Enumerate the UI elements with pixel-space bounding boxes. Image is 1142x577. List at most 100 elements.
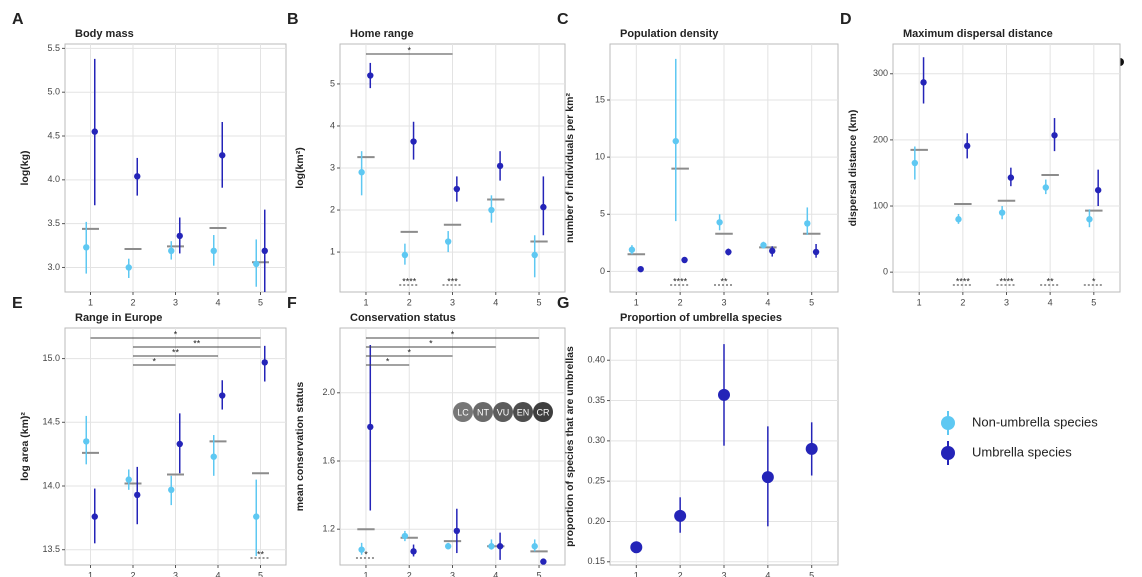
status-label: CR — [537, 407, 550, 417]
bracket-label: ** — [172, 347, 180, 357]
point — [769, 247, 776, 255]
point — [674, 509, 687, 522]
point — [760, 241, 767, 249]
x-tick-label: 5 — [537, 297, 542, 307]
x-tick-label: 5 — [258, 297, 263, 307]
status-label: LC — [457, 407, 469, 417]
y-tick-label: 3.5 — [47, 218, 60, 228]
y-tick-label: 0.40 — [587, 355, 605, 365]
point — [358, 169, 365, 176]
x-tick-label: 3 — [721, 297, 726, 307]
point — [964, 142, 971, 150]
within-stars: * — [1092, 276, 1096, 286]
y-tick-label: 2.0 — [322, 387, 335, 397]
x-tick-label: 1 — [88, 570, 93, 577]
x-tick-label: 5 — [258, 570, 263, 577]
legend-swatch — [941, 416, 955, 430]
status-label: VU — [497, 407, 510, 417]
within-stars: **** — [956, 276, 971, 286]
y-tick-label: 1.6 — [322, 455, 335, 465]
point — [410, 548, 417, 555]
panel: F Conservation status mean conservation st… — [287, 295, 566, 577]
within-stars: * — [364, 549, 368, 559]
point — [176, 232, 183, 240]
point — [367, 72, 374, 79]
y-tick-label: 0.15 — [587, 556, 605, 566]
point — [1086, 216, 1093, 223]
bracket-label: * — [451, 329, 455, 339]
point — [444, 238, 452, 245]
y-tick-label: 4 — [330, 120, 335, 130]
point — [637, 265, 644, 273]
y-axis-label: mean conservation status — [294, 382, 306, 512]
point — [911, 159, 919, 167]
y-tick-label: 5.0 — [47, 87, 60, 97]
point — [1042, 184, 1049, 191]
status-icon — [533, 402, 553, 422]
within-stars: ** — [1047, 276, 1055, 286]
x-tick-label: 5 — [809, 297, 814, 307]
x-tick-label: 1 — [917, 297, 922, 307]
x-tick-label: 1 — [634, 297, 639, 307]
within-stars: ** — [257, 549, 265, 559]
y-tick-label: 0.35 — [587, 395, 605, 405]
point — [367, 423, 374, 431]
bracket-label: * — [407, 45, 411, 55]
point — [168, 247, 175, 255]
x-tick-label: 3 — [450, 570, 455, 577]
x-tick-label: 4 — [493, 570, 498, 577]
point — [488, 206, 495, 214]
point — [219, 392, 226, 399]
point — [630, 541, 643, 554]
y-tick-label: 2 — [330, 204, 335, 214]
panel: C Population density number of individuals… — [557, 11, 839, 307]
y-tick-label: 200 — [873, 134, 888, 144]
point — [134, 491, 141, 499]
x-tick-label: 4 — [215, 570, 220, 577]
y-tick-label: 0.20 — [587, 516, 605, 526]
panel-title: Population density — [620, 28, 719, 40]
x-tick-label: 4 — [493, 297, 498, 307]
point — [401, 251, 409, 259]
x-tick-label: 2 — [678, 297, 683, 307]
point — [804, 220, 811, 227]
legend-swatch — [941, 446, 955, 460]
y-tick-label: 14.0 — [42, 480, 60, 490]
panel-letter: B — [287, 11, 299, 28]
x-tick-label: 4 — [765, 297, 770, 307]
x-tick-label: 3 — [450, 297, 455, 307]
status-label: NT — [477, 407, 489, 417]
within-stars: ** — [720, 276, 728, 286]
y-tick-label: 13.5 — [42, 544, 60, 554]
y-axis-label: log area (km)² — [19, 412, 31, 481]
y-tick-label: 15 — [595, 94, 605, 104]
y-tick-label: 10 — [595, 152, 605, 162]
point — [83, 244, 90, 251]
panel-title: Maximum dispersal distance — [903, 28, 1053, 40]
point — [1007, 174, 1015, 181]
x-tick-label: 2 — [407, 297, 412, 307]
panel-letter: F — [287, 295, 297, 312]
point — [920, 79, 927, 86]
y-tick-label: 0 — [883, 267, 888, 277]
y-axis-label: log(km²) — [294, 147, 306, 188]
point — [453, 185, 461, 193]
panel-letter: A — [12, 11, 24, 28]
point — [716, 219, 723, 226]
point — [134, 173, 141, 180]
point — [1094, 186, 1102, 194]
x-tick-label: 2 — [407, 570, 412, 577]
point — [761, 471, 774, 484]
legend-label: Non-umbrella species — [972, 414, 1098, 429]
y-axis-label: log(kg) — [19, 151, 31, 186]
point — [125, 476, 132, 483]
point — [955, 216, 962, 223]
point — [718, 388, 730, 401]
y-tick-label: 5.5 — [47, 43, 60, 53]
point — [210, 453, 217, 460]
point — [261, 247, 268, 255]
point — [125, 264, 132, 271]
point — [496, 543, 504, 550]
y-tick-label: 100 — [873, 200, 888, 210]
